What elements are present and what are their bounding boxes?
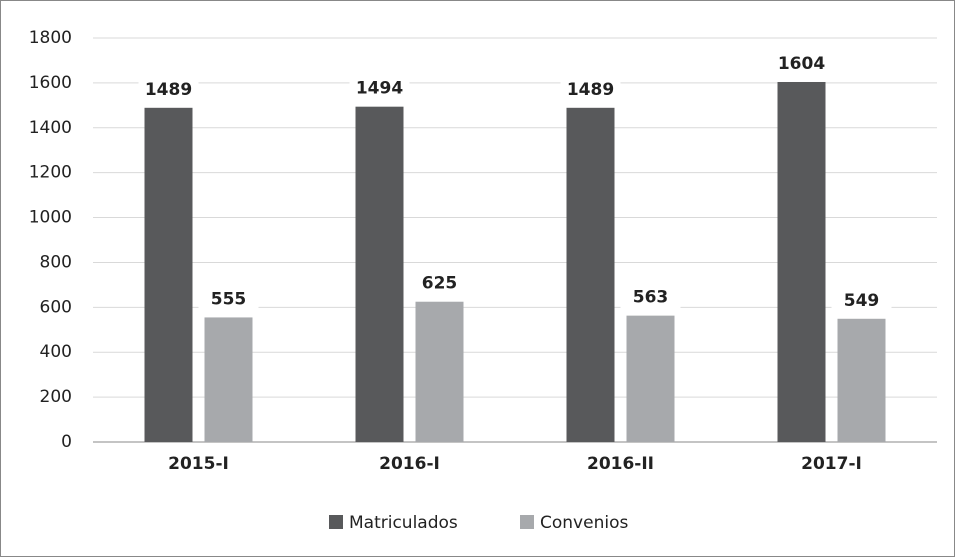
label-backdrop <box>771 50 832 75</box>
y-tick-label: 200 <box>40 387 72 407</box>
value-label: 555 <box>211 289 247 309</box>
label-backdrop <box>620 284 681 309</box>
value-label: 1489 <box>145 80 192 100</box>
label-backdrop <box>138 76 199 101</box>
x-tick-label: 2017-I <box>801 454 862 474</box>
bar <box>566 107 615 443</box>
y-tick-label: 800 <box>40 252 72 272</box>
value-label: 1489 <box>567 80 614 100</box>
bar <box>355 106 404 443</box>
value-label: 1604 <box>778 54 825 74</box>
x-tick-label: 2016-I <box>379 454 440 474</box>
bar <box>626 315 675 442</box>
legend-label: Matriculados <box>349 513 458 533</box>
label-backdrop <box>198 286 259 311</box>
legend-swatch <box>329 515 343 529</box>
label-backdrop <box>409 270 470 295</box>
value-label: 563 <box>633 288 669 308</box>
label-backdrop <box>349 75 410 100</box>
bar <box>415 301 464 442</box>
y-tick-label: 600 <box>40 297 72 317</box>
x-tick-label: 2015-I <box>168 454 229 474</box>
value-label: 1494 <box>356 79 403 99</box>
y-tick-label: 1400 <box>29 118 72 138</box>
y-tick-label: 400 <box>40 342 72 362</box>
bar <box>144 107 193 443</box>
x-tick-label: 2016-II <box>587 454 654 474</box>
y-tick-label: 1600 <box>29 73 72 93</box>
bar <box>204 317 253 442</box>
bar <box>777 81 826 442</box>
y-tick-label: 0 <box>61 432 72 452</box>
value-label: 625 <box>422 274 458 294</box>
bar <box>837 318 886 442</box>
y-tick-label: 1000 <box>29 208 72 228</box>
y-tick-label: 1800 <box>29 28 72 48</box>
label-backdrop <box>831 287 892 312</box>
label-backdrop <box>560 76 621 101</box>
legend-label: Convenios <box>540 513 628 533</box>
value-label: 549 <box>844 291 880 311</box>
y-tick-label: 1200 <box>29 163 72 183</box>
legend-swatch <box>520 515 534 529</box>
